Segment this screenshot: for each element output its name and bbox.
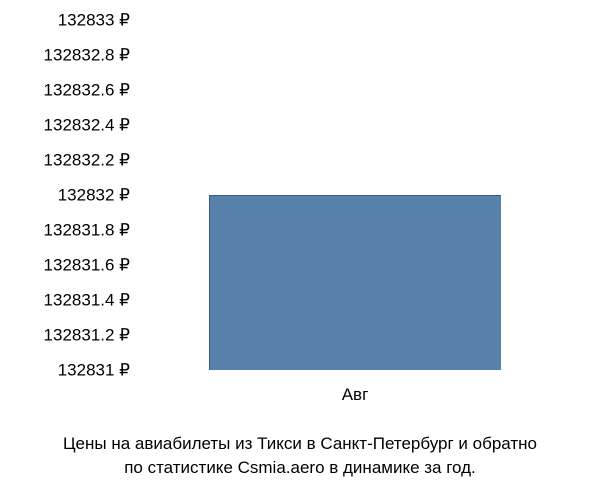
x-axis-label: Авг bbox=[342, 385, 369, 405]
y-tick-label: 132831.2 ₽ bbox=[0, 327, 130, 344]
caption-line2: по статистике Csmia.aero в динамике за г… bbox=[124, 458, 476, 477]
y-tick-label: 132832.2 ₽ bbox=[0, 152, 130, 169]
y-tick-label: 132833 ₽ bbox=[0, 12, 130, 29]
y-axis: 132833 ₽ 132832.8 ₽ 132832.6 ₽ 132832.4 … bbox=[0, 20, 140, 370]
y-tick-label: 132831.6 ₽ bbox=[0, 257, 130, 274]
y-tick-label: 132831 ₽ bbox=[0, 362, 130, 379]
bar-aug bbox=[209, 195, 501, 370]
y-tick-label: 132831.8 ₽ bbox=[0, 222, 130, 239]
plot-area bbox=[140, 20, 570, 370]
chart-caption: Цены на авиабилеты из Тикси в Санкт-Пете… bbox=[0, 432, 600, 480]
y-tick-label: 132832 ₽ bbox=[0, 187, 130, 204]
y-tick-label: 132832.8 ₽ bbox=[0, 47, 130, 64]
y-tick-label: 132832.6 ₽ bbox=[0, 82, 130, 99]
chart-container: 132833 ₽ 132832.8 ₽ 132832.6 ₽ 132832.4 … bbox=[0, 0, 600, 500]
caption-line1: Цены на авиабилеты из Тикси в Санкт-Пете… bbox=[63, 434, 537, 453]
y-tick-label: 132831.4 ₽ bbox=[0, 292, 130, 309]
y-tick-label: 132832.4 ₽ bbox=[0, 117, 130, 134]
